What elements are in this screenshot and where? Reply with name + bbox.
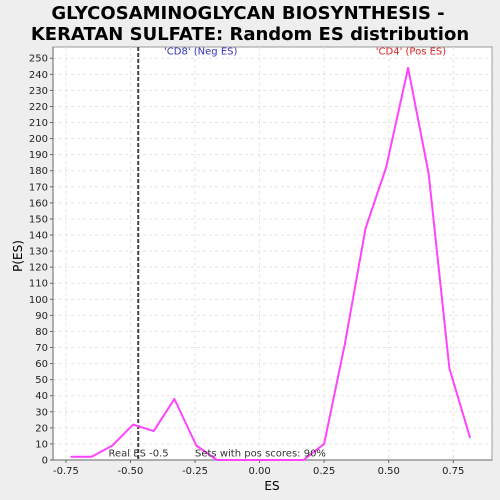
y-tick-label: 190 [29,150,48,161]
x-axis-label: ES [264,479,279,493]
annotation-text: 'CD4' (Pos ES) [376,47,446,58]
y-tick-label: 140 [29,231,48,242]
data-point [448,367,451,370]
y-axis-label: P(ES) [11,240,25,272]
y-tick-label: 130 [29,247,48,258]
data-point [132,423,134,426]
data-point [427,173,430,175]
x-tick-label: 0.25 [313,466,335,477]
data-point [70,455,72,458]
y-tick-label: 150 [29,214,48,225]
y-tick-label: 110 [29,279,48,290]
x-tick-label: 0.50 [378,466,400,477]
y-tick-label: 60 [35,359,48,370]
data-point [364,227,367,230]
data-point [469,436,471,439]
data-point [302,459,305,461]
data-point [152,430,155,432]
y-tick-label: 200 [29,134,48,145]
y-tick-label: 160 [29,198,48,209]
annotation-text: Sets with pos scores: 90% [195,448,326,459]
y-tick-label: 250 [29,54,48,65]
x-tick-label: 0.00 [248,466,270,477]
grid [53,47,492,461]
data-point [216,459,218,461]
data-point [385,166,387,169]
y-tick-label: 40 [35,391,48,402]
axes: 0 10 20 30 40 50 60 70 80 90 100 110 120 130 140 150 160… [29,47,492,477]
y-tick-label: 120 [29,263,48,274]
data-point [90,455,93,458]
data-point [344,343,346,346]
data-point [195,444,198,447]
y-tick-label: 170 [29,182,48,193]
x-tick-label: 0.75 [442,466,464,477]
y-tick-label: 100 [29,295,48,306]
annotation-text: Real ES -0.5 [109,448,169,459]
x-tick-label: -0.75 [53,466,79,477]
data-point [236,459,239,461]
y-tick-label: 20 [35,423,48,434]
series-line [71,66,471,461]
x-tick-label: -0.50 [118,466,144,477]
y-tick-label: 230 [29,86,48,97]
plot-area [52,46,493,461]
data-point [111,444,114,447]
y-tick-label: 90 [35,311,48,322]
y-tick-label: 0 [42,456,48,467]
y-tick-label: 80 [35,327,48,338]
annotation-text: 'CD8' (Neg ES) [164,47,237,58]
data-point [258,459,261,461]
data-point [323,443,325,445]
series-layer [70,66,471,461]
data-point [282,459,284,461]
annotations: 'CD8' (Neg ES) 'CD4' (Pos ES) Real ES -0.5… [109,47,447,460]
y-tick-label: 180 [29,166,48,177]
data-point [173,398,176,400]
y-tick-label: 220 [29,102,48,113]
y-tick-label: 240 [29,70,48,81]
data-point [407,67,409,69]
y-tick-label: 10 [35,439,48,450]
chart-title-line-2: KERATAN SULFATE: Random ES distribution [31,24,469,45]
y-tick-label: 210 [29,118,48,129]
y-tick-label: 50 [35,375,48,386]
chart-title-line-1: GLYCOSAMINOGLYCAN BIOSYNTHESIS - [51,3,444,24]
x-tick-label: -0.25 [182,466,208,477]
y-tick-label: 30 [35,407,48,418]
y-tick-label: 70 [35,343,48,354]
